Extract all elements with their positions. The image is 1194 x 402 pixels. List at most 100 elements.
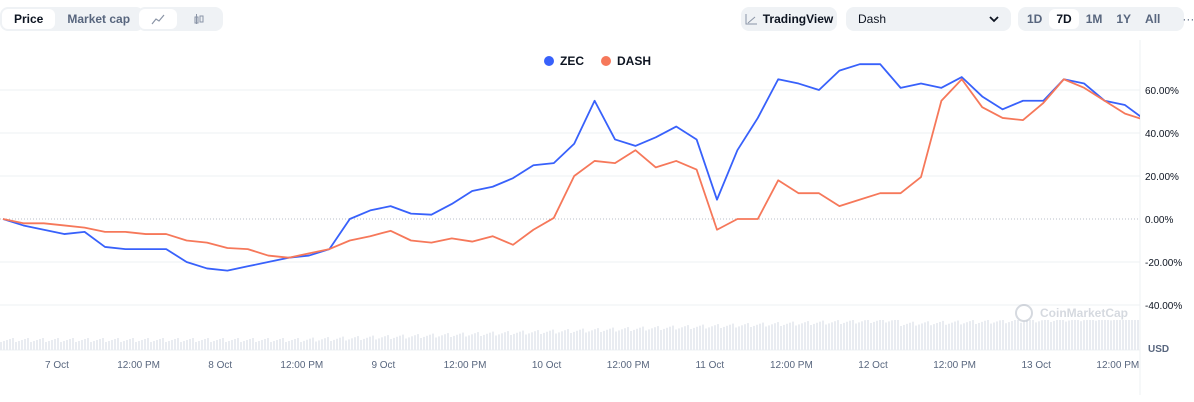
volume-bar (363, 338, 365, 350)
volume-bar (1029, 320, 1031, 350)
volume-bar (753, 325, 755, 350)
volume-bar (57, 338, 59, 350)
volume-bar (222, 338, 224, 350)
volume-bar (618, 330, 620, 350)
volume-bar (306, 339, 308, 350)
volume-bar (609, 328, 611, 350)
volume-bar (615, 331, 617, 350)
volume-bar (510, 335, 512, 350)
volume-bar (75, 342, 77, 350)
volume-bar (954, 321, 956, 350)
y-tick-label: -20.00% (1145, 258, 1182, 269)
volume-bar (243, 341, 245, 350)
volume-bar (12, 338, 14, 350)
volume-bar (1056, 320, 1058, 350)
volume-bar (60, 342, 62, 350)
legend: ZEC DASH (544, 54, 651, 68)
volume-bar (480, 336, 482, 350)
legend-dot-dash (601, 56, 611, 66)
volume-bar (624, 328, 626, 350)
volume-bar (900, 326, 902, 350)
tab-1m[interactable]: 1M (1085, 12, 1103, 26)
volume-bar (492, 331, 494, 350)
volume-bar (834, 321, 836, 350)
volume-bar (438, 336, 440, 350)
volume-bar (1020, 322, 1022, 350)
volume-bar (831, 322, 833, 350)
volume-bar (906, 323, 908, 350)
volume-bar (36, 340, 38, 350)
volume-bar (120, 342, 122, 350)
volume-bar (756, 324, 758, 350)
x-tick-label: 11 Oct (695, 360, 724, 371)
volume-bar (1119, 320, 1121, 350)
tab-all[interactable]: All (1145, 12, 1161, 26)
series-line-zec[interactable] (2, 63, 1145, 272)
y-tick-label: 20.00% (1145, 172, 1179, 183)
volume-bar (1083, 320, 1085, 350)
volume-bar (1101, 320, 1103, 350)
volume-bar (90, 342, 92, 350)
volume-bar (714, 325, 716, 350)
x-tick-label: 12:00 PM (117, 360, 160, 371)
compare-select[interactable]: Dash (846, 7, 1011, 31)
volume-bar (1134, 320, 1136, 350)
volume-bar (237, 338, 239, 350)
tab-market-cap[interactable]: Market cap (67, 12, 131, 26)
y-tick-label: 60.00% (1145, 86, 1179, 97)
metric-tabs: Price Market cap (0, 7, 145, 31)
volume-bar (390, 339, 392, 350)
volume-bar (633, 329, 635, 350)
volume-bar (459, 333, 461, 350)
volume-bar (189, 339, 191, 350)
volume-bar (987, 320, 989, 350)
volume-bar (1074, 320, 1076, 350)
volume-bar (351, 338, 353, 350)
volume-bar (450, 337, 452, 350)
volume-bar (18, 341, 20, 350)
volume-bar (324, 338, 326, 350)
tab-1y[interactable]: 1Y (1116, 12, 1132, 26)
volume-bar (294, 339, 296, 350)
volume-bar (15, 342, 17, 350)
tab-7d[interactable]: 7D (1049, 9, 1079, 29)
volume-bar (135, 342, 137, 350)
volume-bar (45, 342, 47, 350)
tab-price[interactable]: Price (2, 9, 56, 29)
volume-bar (93, 341, 95, 350)
volume-bar (210, 342, 212, 350)
more-options-button[interactable]: ··· (1182, 12, 1194, 26)
chart-type-toggle (137, 7, 223, 31)
volume-bar (66, 340, 68, 350)
volume-bar (474, 333, 476, 350)
line-chart-icon[interactable] (139, 9, 177, 29)
volume-bar (1095, 320, 1097, 350)
volume-bar (729, 324, 731, 350)
volume-bar (150, 342, 152, 350)
volume-bar (537, 330, 539, 350)
volume-bar (1050, 322, 1052, 350)
volume-bar (1005, 323, 1007, 350)
volume-bar (426, 335, 428, 350)
volume-bar (276, 340, 278, 350)
volume-bar (822, 320, 824, 350)
volume-bar (813, 323, 815, 350)
volume-bar (1086, 320, 1088, 350)
volume-bar (315, 341, 317, 350)
candlestick-icon[interactable] (177, 9, 221, 29)
volume-bar (279, 339, 281, 350)
volume-bar (405, 338, 407, 350)
volume-bar (927, 321, 929, 350)
series-line-dash[interactable] (2, 78, 1145, 259)
volume-bar (525, 334, 527, 350)
volume-bar (318, 340, 320, 350)
volume-bar (456, 334, 458, 350)
volume-bar (861, 321, 863, 350)
volume-bar (414, 335, 416, 350)
volume-bar (630, 331, 632, 350)
tab-1d[interactable]: 1D (1027, 12, 1043, 26)
volume-bar (804, 322, 806, 350)
tradingview-button[interactable]: TradingView (741, 7, 837, 31)
volume-bar (303, 340, 305, 350)
